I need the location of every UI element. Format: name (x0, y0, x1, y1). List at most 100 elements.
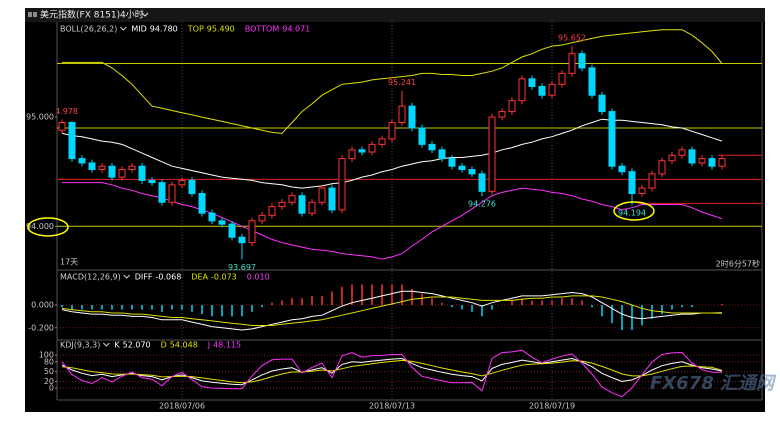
indicator-label: 54.048 (170, 341, 198, 350)
candle-body (308, 201, 316, 214)
candle-body (378, 138, 386, 145)
candle-body (248, 220, 256, 244)
note: 17天 (60, 258, 78, 267)
candle-body (558, 72, 566, 85)
y-tick-label: 50 (44, 367, 54, 376)
x-tick-label: 2018/07/06 (159, 402, 205, 411)
macd-line (61, 290, 723, 331)
candle-body (418, 127, 426, 145)
candle-body (448, 158, 456, 167)
indicator-label: BOTTOM (245, 25, 280, 34)
extreme-label: 95.652 (558, 33, 586, 42)
candle-body (428, 143, 436, 151)
indicator-label: MACD(12,26,9) (60, 273, 121, 282)
title-bar (25, 8, 765, 22)
x-tick-label: 2018/07/13 (369, 402, 415, 411)
indicator-label: DEA (191, 273, 208, 282)
candle-body (108, 165, 116, 178)
candle-body (398, 105, 406, 124)
candle-body (218, 220, 226, 225)
background (25, 8, 765, 412)
plot-area: 94.978 (57, 22, 762, 400)
candle-body (138, 165, 146, 181)
indicator-label: BOLL(26,26,2) (60, 25, 117, 34)
candle-body (168, 184, 176, 203)
candle-body (328, 187, 336, 211)
candle-body (88, 162, 96, 170)
dropdown-icon[interactable] (123, 274, 131, 279)
highlight-circle (27, 217, 69, 237)
candle-body (468, 168, 476, 175)
candle-body (158, 182, 166, 203)
title-icon (28, 12, 37, 17)
boll-line (62, 29, 723, 134)
candle-body (598, 94, 606, 113)
period-select[interactable]: 4小时 (120, 9, 144, 21)
candle-body (388, 122, 396, 140)
y-tick-label: 0 (49, 384, 54, 393)
candle-body (358, 149, 366, 153)
candle-body (128, 165, 136, 170)
indicator-label: J (207, 341, 210, 350)
candle-body (518, 78, 526, 102)
y-tick-label: 95.000 (26, 113, 54, 122)
indicator-label: K (114, 341, 120, 350)
candle-body (78, 158, 86, 164)
indicator-label: MID (131, 25, 146, 34)
candle-body (458, 165, 466, 170)
indicator-label: 94.780 (150, 25, 178, 34)
candle-body (268, 206, 276, 216)
candle-body (208, 212, 216, 222)
indicator-label: 95.490 (207, 25, 235, 34)
candle-body (568, 53, 576, 74)
indicator-label: 94.071 (282, 25, 310, 34)
candle-body (498, 111, 506, 118)
dropdown-icon[interactable] (103, 342, 110, 347)
candle-body (188, 179, 196, 195)
indicator-label: 52.070 (123, 341, 151, 350)
panel-frame (56, 22, 763, 401)
candle-body (698, 158, 706, 164)
indicator-label: D (161, 341, 167, 350)
y-tick-label: -0.200 (28, 323, 54, 332)
indicator-label: -0.068 (156, 273, 182, 282)
extreme-label: 93.697 (228, 263, 256, 272)
dropdown-icon[interactable] (141, 12, 149, 17)
indicator-label: DIFF (135, 273, 153, 282)
candle-body (118, 168, 126, 178)
candle-body (578, 53, 586, 69)
candle-body (668, 154, 676, 162)
y-tick-label: 0.000 (31, 301, 54, 310)
kdj-line (61, 349, 722, 398)
candle-body (588, 67, 596, 96)
candle-body (198, 193, 206, 214)
candle-body (628, 171, 636, 195)
candle-body (298, 195, 306, 214)
candle-body (708, 158, 716, 167)
candle-body (618, 165, 626, 173)
candle-body (538, 85, 546, 96)
candle-body (528, 78, 536, 87)
candle-body (438, 149, 446, 160)
candle-body (488, 116, 496, 192)
candle-body (68, 122, 76, 160)
candle-body (348, 149, 356, 160)
dropdown-icon[interactable] (119, 26, 127, 31)
candle-body (278, 201, 286, 208)
watermark: FX678 汇通网 (650, 373, 777, 394)
candle-body (548, 83, 556, 96)
candle-body (478, 173, 486, 192)
candle-body (228, 223, 236, 238)
indicator-label: KDJ(9,3,3) (60, 341, 100, 350)
candle-body (408, 105, 416, 129)
candle-body (608, 111, 616, 167)
candle-body (58, 122, 66, 131)
y-tick-label: 80 (44, 357, 54, 366)
y-tick-label: 100 (39, 351, 54, 360)
candle-body (648, 173, 656, 189)
title: 美元指数(FX 8151) (40, 9, 120, 21)
highlight-circle (613, 201, 655, 221)
candle-body (288, 195, 296, 203)
